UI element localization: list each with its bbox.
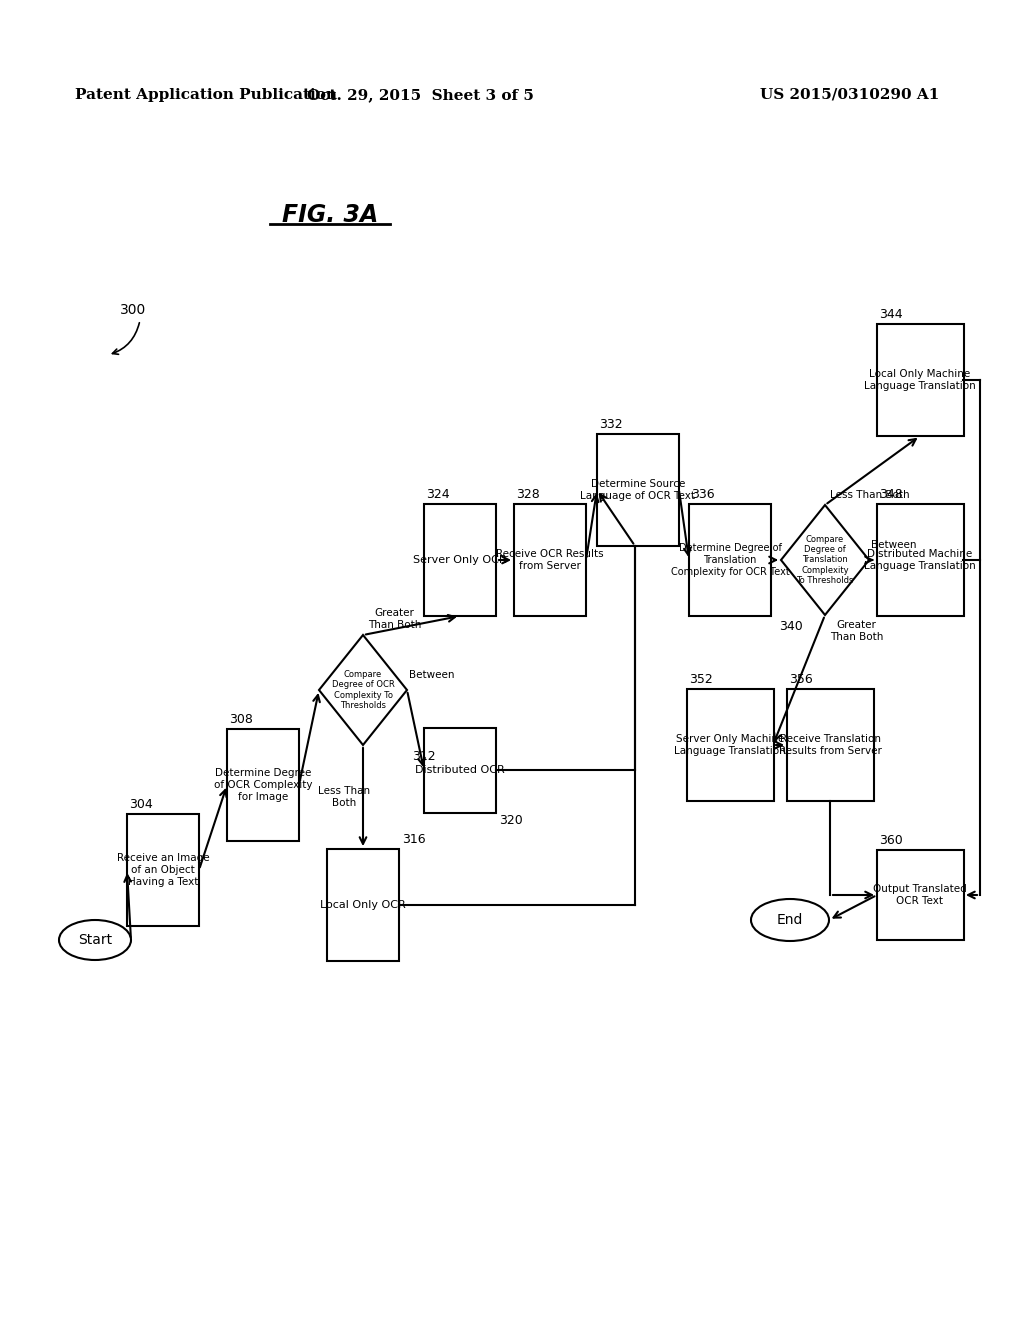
Text: Between: Between (871, 540, 916, 550)
Text: US 2015/0310290 A1: US 2015/0310290 A1 (760, 88, 939, 102)
Bar (127, 814, 199, 927)
Text: Determine Degree
of OCR Complexity
for Image: Determine Degree of OCR Complexity for I… (214, 768, 312, 801)
Text: 332: 332 (599, 418, 623, 432)
Text: Receive an Image
of an Object
Having a Text: Receive an Image of an Object Having a T… (117, 854, 209, 887)
Text: Local Only Machine
Language Translation: Local Only Machine Language Translation (864, 370, 976, 391)
Text: Oct. 29, 2015  Sheet 3 of 5: Oct. 29, 2015 Sheet 3 of 5 (306, 88, 534, 102)
Text: Patent Application Publication: Patent Application Publication (75, 88, 337, 102)
Text: 344: 344 (879, 308, 902, 321)
Bar (877, 323, 964, 436)
Text: FIG. 3A: FIG. 3A (282, 203, 378, 227)
Bar (597, 434, 679, 546)
Text: Server Only OCR: Server Only OCR (414, 554, 507, 565)
Bar (877, 850, 964, 940)
Text: Determine Source
Language of OCR Text: Determine Source Language of OCR Text (581, 479, 695, 500)
Text: Compare
Degree of OCR
Complexity To
Thresholds: Compare Degree of OCR Complexity To Thre… (332, 671, 394, 710)
Text: Local Only OCR: Local Only OCR (321, 900, 406, 909)
Text: Less Than
Both: Less Than Both (318, 787, 370, 808)
Text: 304: 304 (129, 799, 153, 810)
Text: Compare
Degree of
Translation
Complexity
To Thresholds: Compare Degree of Translation Complexity… (797, 535, 854, 585)
Text: 308: 308 (229, 713, 253, 726)
Text: 328: 328 (516, 488, 540, 502)
Bar (514, 504, 586, 616)
Text: Greater
Than Both: Greater Than Both (830, 620, 884, 642)
Bar (424, 727, 496, 813)
Bar (689, 504, 771, 616)
Text: 356: 356 (790, 673, 813, 686)
Text: Distributed OCR: Distributed OCR (415, 766, 505, 775)
Text: Less Than Both: Less Than Both (830, 490, 909, 500)
Bar (327, 849, 399, 961)
Text: Determine Degree of
Translation
Complexity for OCR Text: Determine Degree of Translation Complexi… (671, 544, 790, 577)
Text: 348: 348 (879, 488, 903, 502)
Text: 340: 340 (779, 620, 803, 634)
Text: Distributed Machine
Language Translation: Distributed Machine Language Translation (864, 549, 976, 570)
Text: End: End (777, 913, 803, 927)
Text: Receive OCR Results
from Server: Receive OCR Results from Server (497, 549, 604, 570)
Bar (877, 504, 964, 616)
Text: Start: Start (78, 933, 112, 946)
Text: Output Translated
OCR Text: Output Translated OCR Text (873, 884, 967, 906)
Bar (424, 504, 496, 616)
FancyArrowPatch shape (113, 322, 139, 354)
Text: 352: 352 (689, 673, 713, 686)
Bar (686, 689, 773, 801)
Text: 312: 312 (412, 750, 435, 763)
Text: 300: 300 (120, 304, 146, 317)
Text: 316: 316 (402, 833, 426, 846)
Text: Server Only Machine
Language Translation: Server Only Machine Language Translation (674, 734, 785, 756)
Bar (227, 729, 299, 841)
Text: Between: Between (409, 671, 455, 680)
Text: Receive Translation
Results from Server: Receive Translation Results from Server (778, 734, 882, 756)
Text: 336: 336 (691, 488, 715, 502)
Text: 320: 320 (499, 814, 522, 828)
Text: Greater
Than Both: Greater Than Both (368, 609, 421, 630)
Text: 324: 324 (426, 488, 450, 502)
Bar (786, 689, 873, 801)
Text: 360: 360 (879, 834, 903, 847)
